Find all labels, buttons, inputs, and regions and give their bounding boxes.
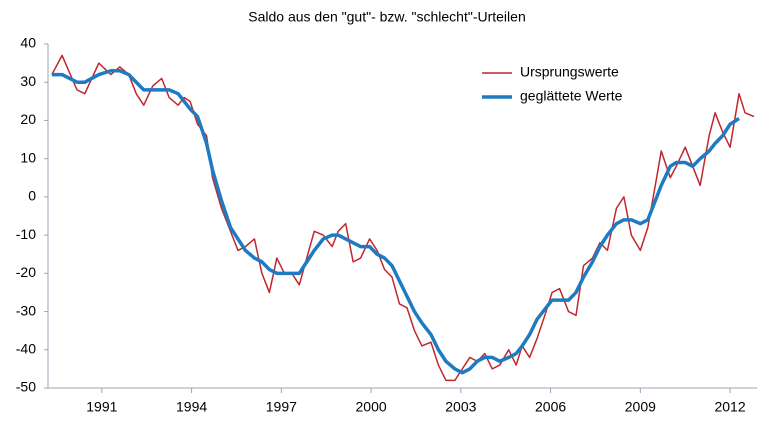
y-tick-label: 0 xyxy=(28,188,36,204)
y-tick-label: -40 xyxy=(16,340,36,356)
y-tick-label: -50 xyxy=(16,379,36,395)
series-line xyxy=(51,69,740,375)
x-tick-label: 2009 xyxy=(625,399,656,415)
y-tick-label: 30 xyxy=(20,73,36,89)
legend-label: geglättete Werte xyxy=(520,88,623,104)
x-tick-label: 2003 xyxy=(445,399,476,415)
y-tick-label: 10 xyxy=(20,149,36,165)
x-tick-label: 2006 xyxy=(535,399,566,415)
y-tick-label: -30 xyxy=(16,302,36,318)
y-tick-label: -20 xyxy=(16,264,36,280)
y-tick-label: -10 xyxy=(16,226,36,242)
x-tick-label: 1997 xyxy=(266,399,297,415)
x-tick-label: 1991 xyxy=(86,399,117,415)
legend-label: Ursprungswerte xyxy=(520,64,619,80)
series-line xyxy=(51,54,755,382)
chart-title: Saldo aus den "gut"- bzw. "schlecht"-Urt… xyxy=(248,9,525,25)
y-tick-label: 20 xyxy=(20,111,36,127)
legend-box xyxy=(432,58,690,112)
x-tick-label: 2012 xyxy=(714,399,745,415)
y-tick-label: 40 xyxy=(20,35,36,51)
x-tick-label: 1994 xyxy=(176,399,207,415)
x-tick-label: 2000 xyxy=(356,399,387,415)
